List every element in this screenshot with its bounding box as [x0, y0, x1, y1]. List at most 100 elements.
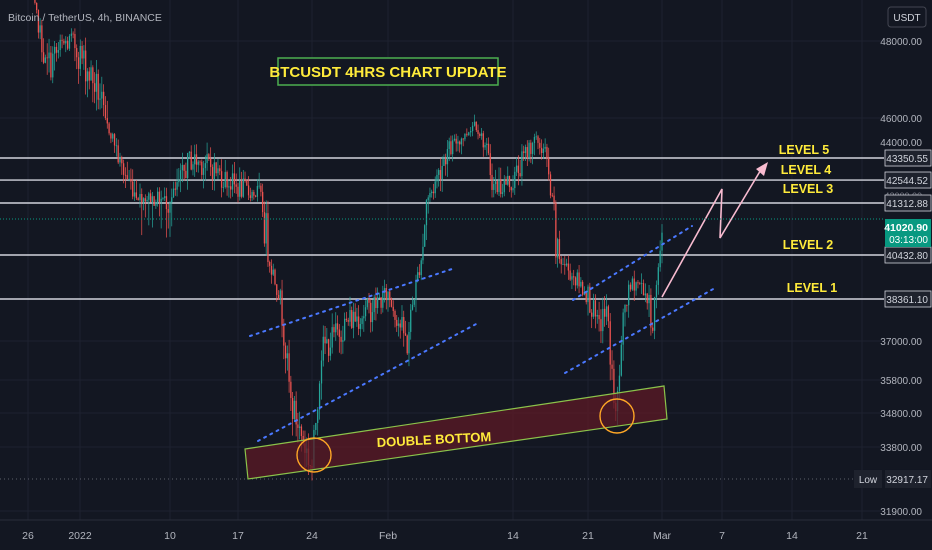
arrow-head: [756, 162, 768, 176]
candle-body: [128, 178, 130, 180]
candle-body: [592, 300, 595, 317]
current-price-countdown: 03:13:00: [889, 235, 928, 246]
candle-body: [431, 191, 433, 194]
time-tick-label: 17: [232, 530, 244, 542]
candle-body: [77, 57, 80, 69]
candle-body: [613, 368, 615, 403]
candle-body: [153, 196, 155, 206]
candle-body: [371, 312, 374, 323]
candle-body: [215, 162, 217, 174]
candle-body: [653, 297, 656, 331]
candle-body: [464, 133, 466, 140]
candle-body: [63, 40, 65, 44]
candle-body: [507, 175, 509, 185]
candle-body: [578, 272, 580, 287]
candle-body: [413, 299, 415, 305]
candle-body: [34, 0, 36, 3]
symbol-header: Bitcoin / TetherUS, 4h, BINANCE: [8, 12, 162, 24]
candle-body: [239, 180, 241, 197]
level-price-tag: [884, 171, 932, 189]
candle-body: [85, 50, 87, 82]
candle-body: [523, 151, 525, 153]
candle-body: [86, 71, 89, 82]
candle-body: [41, 25, 43, 53]
candle-body: [558, 239, 561, 260]
candle-body: [644, 293, 646, 296]
candle-body: [611, 364, 613, 369]
candle-body: [199, 161, 201, 163]
candle-body: [66, 40, 69, 49]
candle-body: [322, 336, 324, 361]
candle-body: [185, 170, 187, 179]
double-bottom-label: DOUBLE BOTTOM: [376, 429, 491, 450]
level-price-tag: [884, 149, 932, 167]
candle-body: [349, 310, 351, 322]
candle-body: [589, 286, 591, 313]
gridlines: [0, 0, 884, 520]
candle-body: [574, 277, 577, 286]
level-price-tag: [884, 194, 932, 212]
candle-body: [629, 284, 632, 290]
candle-body: [235, 184, 237, 187]
candle-body: [387, 291, 389, 301]
candle-body: [230, 186, 232, 190]
time-axis[interactable]: 26 2022 10 17 24 Feb 14 21 Mar 7 14 21: [22, 530, 868, 542]
candle-body: [81, 45, 83, 59]
time-axis-bg: [0, 520, 932, 550]
candle-body: [99, 98, 101, 100]
level-price-tag: [884, 246, 932, 264]
candle-body: [445, 159, 447, 165]
candle-body: [256, 186, 259, 197]
candle-body: [104, 105, 107, 119]
candle-body: [74, 33, 76, 49]
candle-body: [110, 133, 112, 139]
candle-body: [484, 145, 486, 148]
candle-body: [57, 49, 59, 53]
candle-body: [48, 52, 50, 59]
candle-body: [441, 165, 443, 180]
candle-body: [446, 148, 449, 165]
candle-body: [373, 297, 375, 313]
trend-line: [257, 322, 479, 442]
candle-body: [101, 91, 103, 99]
candle-body: [417, 272, 419, 280]
candle-body: [333, 327, 335, 333]
candle-body: [283, 325, 285, 346]
candle-body: [169, 202, 171, 213]
currency-button[interactable]: [887, 6, 927, 28]
candle-body: [425, 200, 428, 226]
candle-body: [571, 276, 573, 280]
candle-body: [427, 197, 429, 201]
candle-body: [156, 191, 159, 203]
candle-body: [290, 381, 292, 398]
candle-body: [251, 191, 253, 198]
candle-body: [401, 317, 403, 328]
candle-body: [44, 57, 46, 63]
candle-body: [46, 57, 48, 59]
candle-body: [635, 282, 637, 291]
candle-body: [585, 292, 587, 303]
candle-body: [415, 279, 417, 300]
level-label: LEVEL 1: [787, 281, 838, 295]
candle-body: [93, 83, 96, 92]
candle-body: [76, 48, 78, 58]
price-tick-label: 33800.00: [880, 443, 922, 454]
candle-body: [354, 311, 356, 322]
level-price-value: 40432.80: [886, 251, 928, 262]
time-tick-label: 21: [856, 530, 868, 542]
candle-body: [164, 196, 166, 199]
candle-body: [121, 157, 123, 164]
candle-body: [222, 187, 225, 188]
time-tick-label: 24: [306, 530, 318, 542]
candle-body: [356, 316, 358, 322]
candle-body: [505, 179, 507, 185]
candle-body: [181, 164, 184, 171]
candle-body: [90, 67, 92, 81]
low-label-bg: [854, 469, 882, 488]
candle-body: [265, 213, 267, 244]
candle-body: [162, 198, 164, 199]
candle-body: [452, 140, 454, 155]
candle-body: [106, 118, 108, 124]
drawings: [244, 162, 768, 480]
